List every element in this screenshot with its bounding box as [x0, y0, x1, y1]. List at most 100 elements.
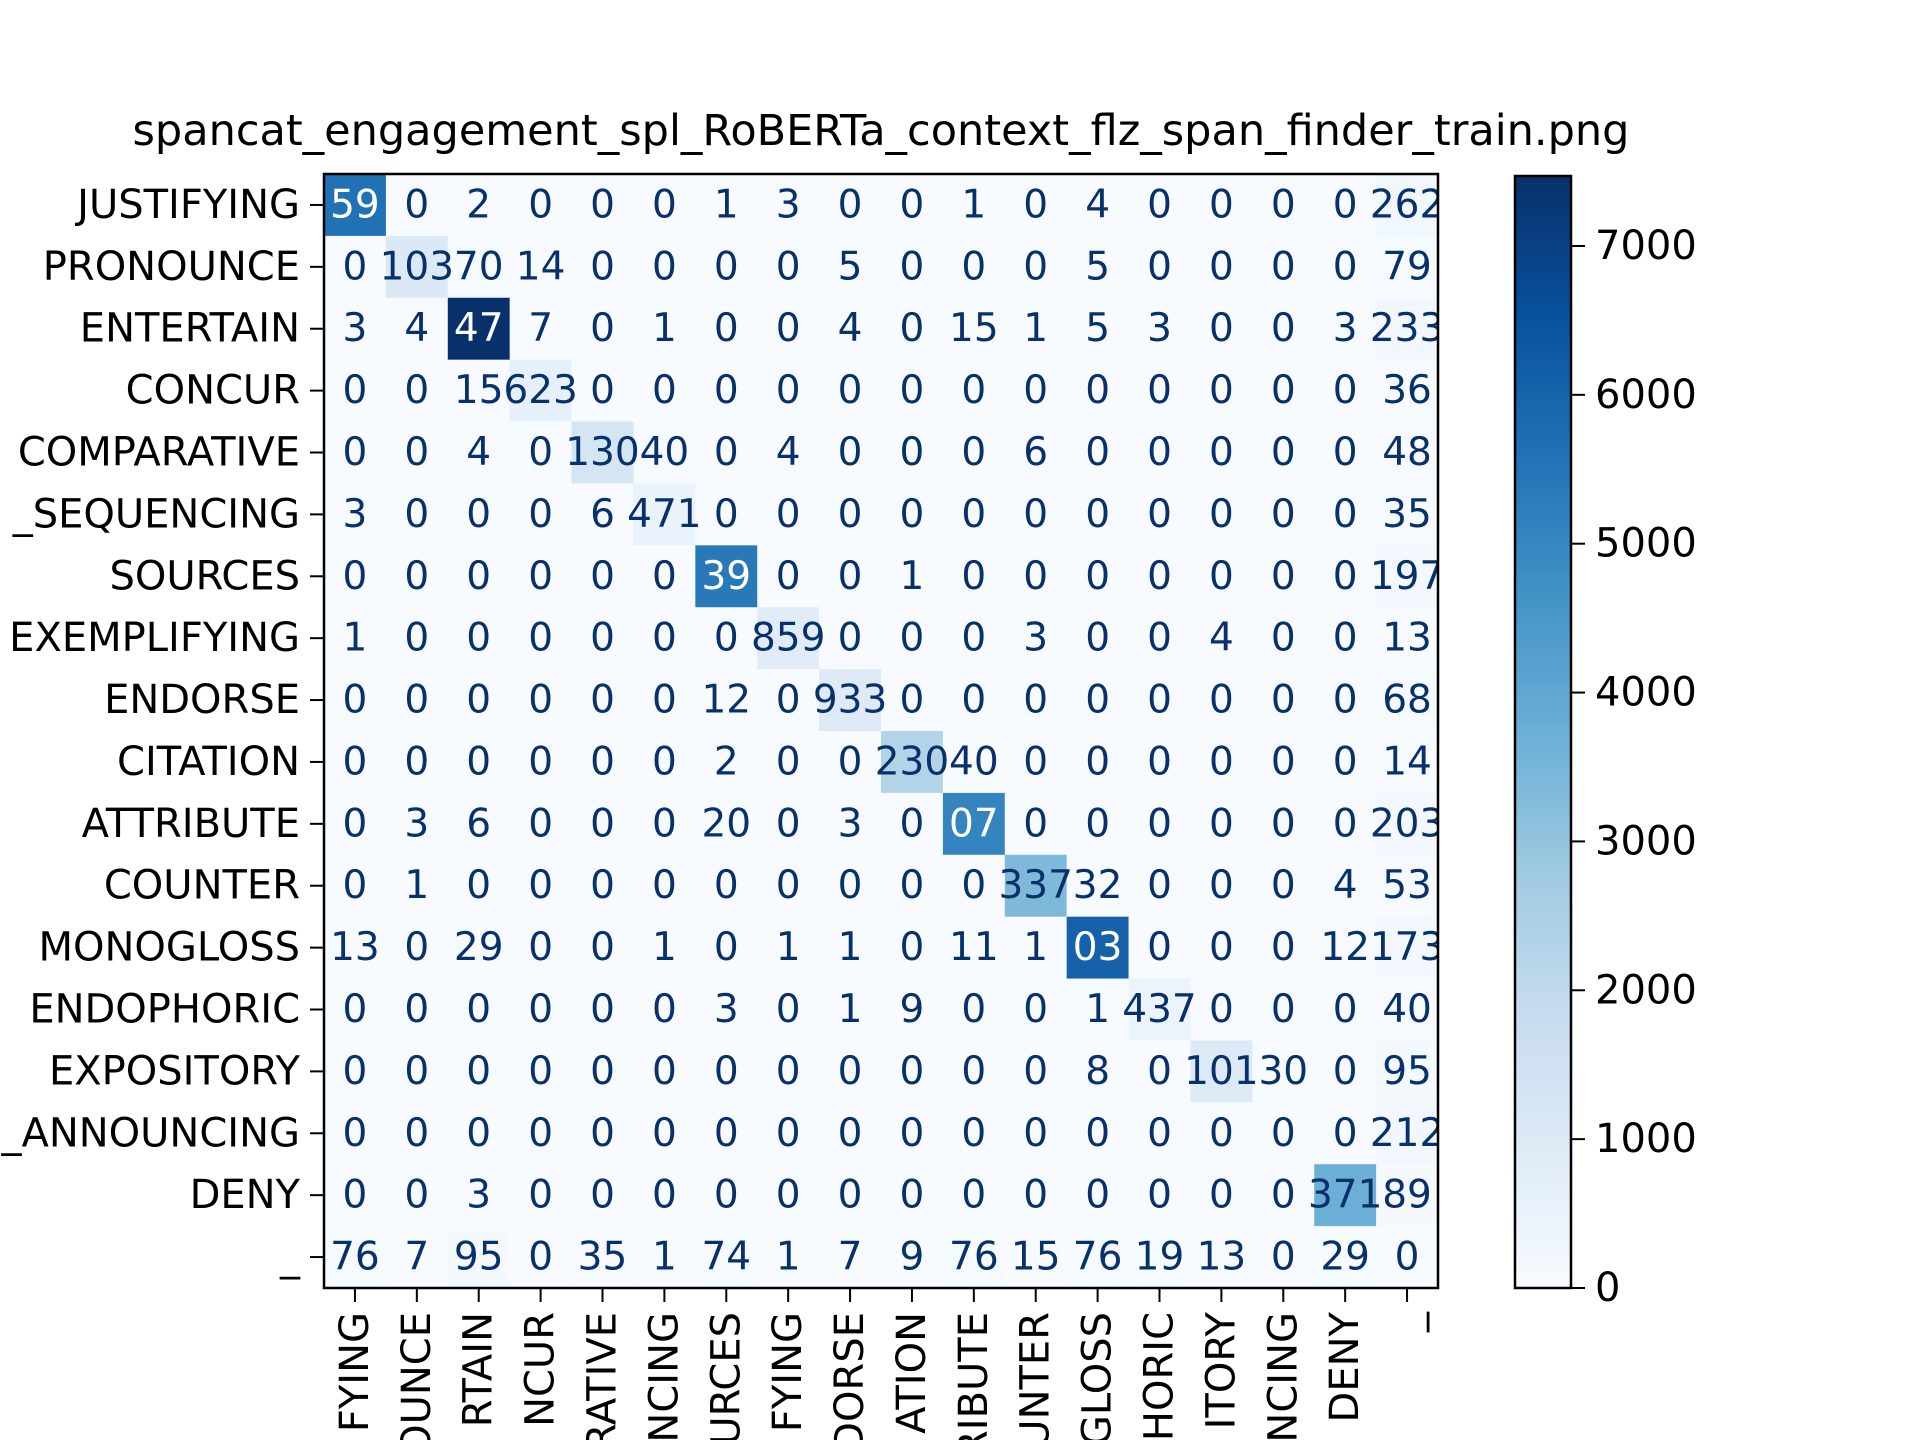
cell-value-label: 0 — [1023, 1111, 1048, 1156]
cell-value-label: 0 — [1271, 306, 1296, 351]
heatmap-cell — [1314, 483, 1377, 546]
cell-value-label: 0 — [1209, 678, 1234, 723]
heatmap-cell — [942, 235, 1006, 299]
cell-value-label: 0 — [961, 863, 986, 908]
cell-value-label: 0 — [343, 987, 368, 1032]
colorbar-tick-label: 7000 — [1595, 223, 1697, 269]
y-tick-label: SOURCES — [109, 553, 300, 599]
cell-value-label: 0 — [590, 1173, 615, 1218]
cell-value-label: 0 — [1085, 368, 1110, 413]
heatmap-cell — [1066, 483, 1130, 546]
colorbar-gradient — [1513, 174, 1573, 1290]
cell-value-label: 0 — [528, 1235, 553, 1280]
heatmap-cell — [1004, 1102, 1068, 1165]
heatmap-cell — [695, 1040, 758, 1103]
heatmap-cell — [633, 854, 696, 918]
heatmap-cell — [881, 1040, 944, 1103]
cell-value-label: 0 — [1333, 678, 1358, 723]
heatmap-cell — [819, 1102, 882, 1165]
cell-value-label: 0 — [1085, 554, 1110, 599]
cell-value-label: 0 — [961, 616, 986, 661]
heatmap-cell — [447, 669, 511, 732]
cell-value-label: 32 — [1073, 863, 1123, 908]
cell-value-label: 29 — [454, 925, 504, 970]
cell-value-label: 0 — [1085, 492, 1110, 537]
heatmap-cell — [633, 174, 696, 237]
cell-value-label: 6 — [590, 492, 615, 537]
cell-value-label: 0 — [776, 1173, 801, 1218]
cell-value-label: 0 — [1271, 1235, 1296, 1280]
cell-value-label: 0 — [1023, 739, 1048, 784]
cell-value-label: 0 — [1271, 1173, 1296, 1218]
cell-value-label: 0 — [1209, 182, 1234, 227]
heatmap-cell — [509, 545, 573, 608]
heatmap-cell — [819, 1164, 882, 1227]
cell-value-label: 79 — [1382, 244, 1432, 289]
cell-value-label: 76 — [949, 1235, 999, 1280]
chart-title: spancat_engagement_spl_RoBERTa_context_f… — [133, 106, 1630, 156]
heatmap-cell — [1128, 731, 1192, 794]
cell-value-label: 0 — [652, 801, 677, 846]
heatmap-cell — [385, 916, 449, 980]
heatmap-cell — [1066, 1164, 1130, 1227]
cell-value-label: 15 — [454, 368, 504, 413]
heatmap-cell — [1376, 359, 1438, 423]
cell-value-label: 7 — [404, 1235, 429, 1280]
heatmap-cell — [1314, 235, 1377, 299]
cell-value-label: 0 — [1147, 244, 1172, 289]
heatmap-cell — [1376, 607, 1438, 670]
heatmap-cell — [1252, 792, 1315, 856]
x-tick-label: FYING — [332, 1312, 378, 1432]
heatmap-cell — [942, 1102, 1006, 1165]
heatmap-cell — [1004, 174, 1068, 237]
cell-value-label: 1 — [652, 306, 677, 351]
heatmap-cell — [1190, 669, 1253, 732]
cell-value-label: 3 — [776, 182, 801, 227]
heatmap-cell — [509, 1226, 573, 1288]
heatmap-cell — [1066, 607, 1130, 670]
cell-value-label: 3 — [1333, 306, 1358, 351]
heatmap-cell — [1128, 545, 1192, 608]
heatmap-cell — [509, 1040, 573, 1103]
cell-value-label: 1 — [900, 554, 925, 599]
heatmap-cell — [571, 421, 635, 485]
heatmap-cell — [757, 1040, 820, 1103]
heatmap-cell — [571, 792, 635, 856]
heatmap-cell — [447, 1102, 511, 1165]
heatmap-cell — [1128, 916, 1192, 980]
cell-value-label: 0 — [1271, 1111, 1296, 1156]
cell-value-label: 0 — [528, 1111, 553, 1156]
heatmap-cell — [695, 545, 758, 608]
y-tick-label: COUNTER — [104, 863, 300, 909]
heatmap-cell — [1252, 731, 1315, 794]
cell-value-label: 0 — [1023, 244, 1048, 289]
cell-value-label: 0 — [1333, 739, 1358, 784]
y-tick-label: EXPOSITORY — [49, 1048, 301, 1094]
heatmap-cell — [509, 854, 573, 918]
heatmap-cell — [819, 978, 882, 1042]
cell-value-label: 0 — [1085, 430, 1110, 475]
cell-value-label: 212 — [1370, 1111, 1444, 1156]
cell-value-label: 1 — [776, 1235, 801, 1280]
cell-value-label: 0 — [343, 801, 368, 846]
cell-value-label: 0 — [528, 182, 553, 227]
cell-value-label: 0 — [961, 1049, 986, 1094]
cell-value-label: 0 — [1023, 1173, 1048, 1218]
heatmap-cell — [942, 731, 1006, 794]
y-tick-label: DENY — [190, 1172, 301, 1218]
cell-value-label: 0 — [961, 244, 986, 289]
cell-value-label: 0 — [838, 616, 863, 661]
heatmap-cell — [1314, 359, 1377, 423]
plot-frame — [322, 172, 1440, 1290]
cell-value-label: 0 — [838, 1049, 863, 1094]
heatmap-cell — [385, 1164, 449, 1227]
cell-value-label: 130 — [565, 430, 639, 475]
cell-value-label: 0 — [900, 678, 925, 723]
heatmap-cell — [385, 978, 449, 1042]
heatmap-cell — [695, 297, 758, 361]
heatmap-cell — [1004, 359, 1068, 423]
cell-value-label: 0 — [776, 739, 801, 784]
cell-value-label: 1 — [1023, 306, 1048, 351]
cell-value-label: 0 — [1209, 987, 1234, 1032]
